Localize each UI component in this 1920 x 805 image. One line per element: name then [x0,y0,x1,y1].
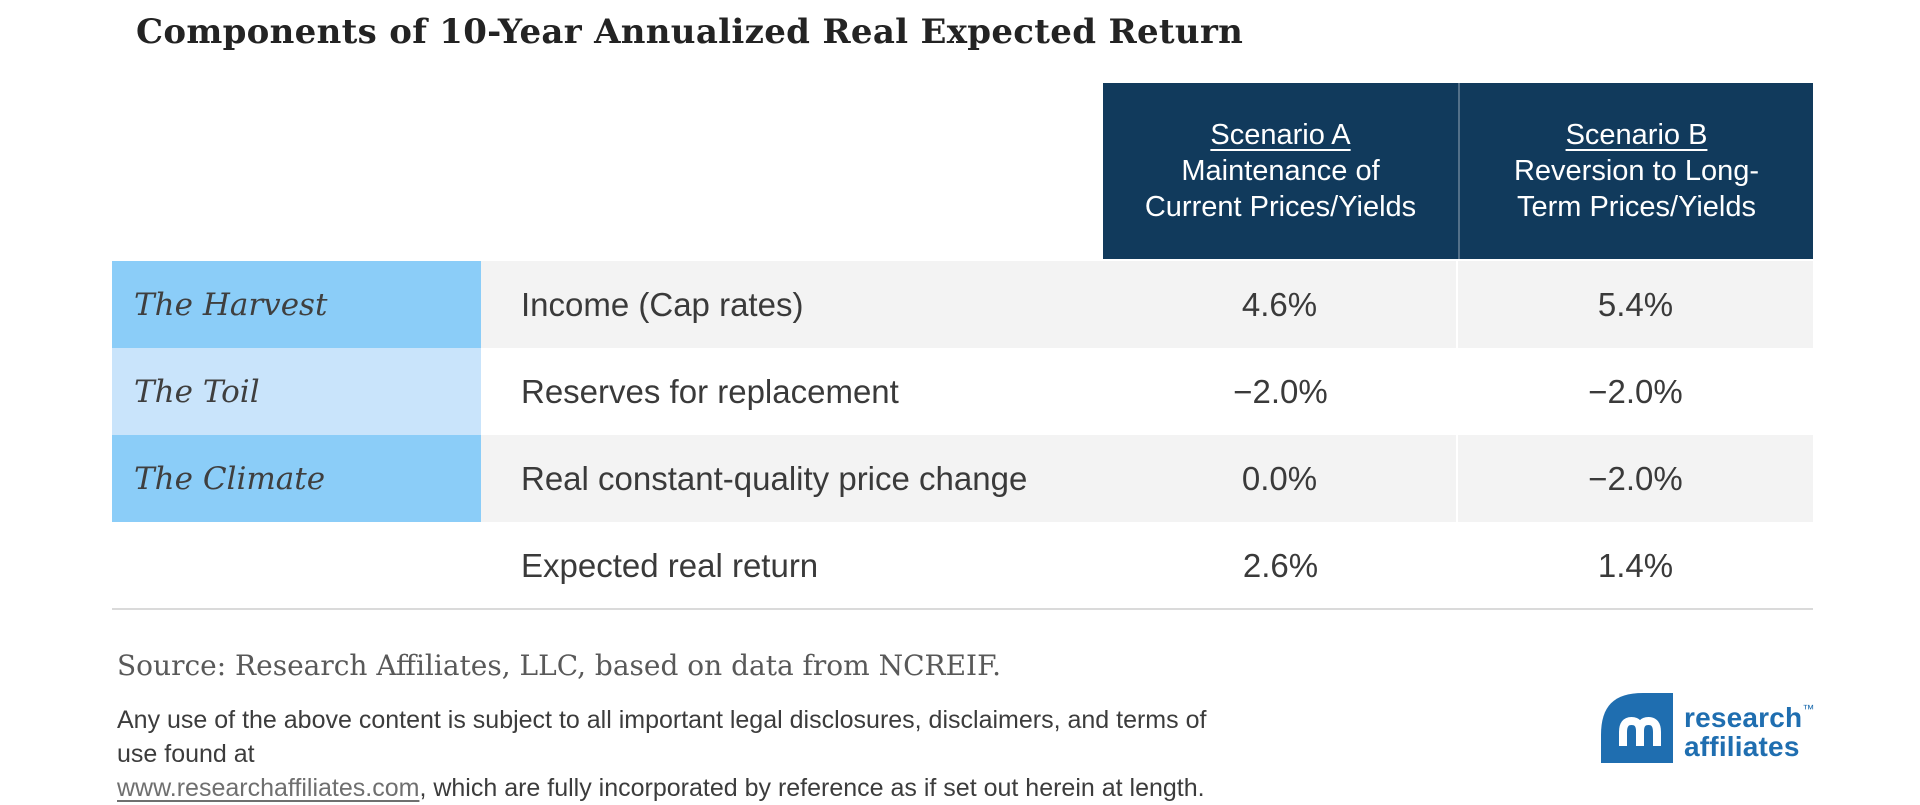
row-group-label-empty [112,522,481,609]
metric-label: Reserves for replacement [521,372,899,410]
table-body: The Harvest Income (Cap rates) 4.6% 5.4%… [112,261,1813,609]
page-title: Components of 10-Year Annualized Real Ex… [136,12,1244,52]
value-scenario-b: −2.0% [1588,372,1683,410]
legal-disclaimer: Any use of the above content is subject … [117,703,1217,805]
disclaimer-line1: Any use of the above content is subject … [117,706,1207,768]
researchaffiliates-link[interactable]: www.researchaffiliates.com [117,774,420,802]
value-scenario-a: 4.6% [1103,261,1458,348]
table-header: Scenario A Maintenance of Current Prices… [1103,83,1813,259]
row-group-label: The Toil [112,348,481,435]
table-row-toil: The Toil Reserves for replacement −2.0% … [112,348,1813,435]
ra-monogram-icon [1601,693,1673,763]
logo-word-line1: research [1684,702,1803,733]
trademark-symbol: ™ [1802,702,1815,716]
metric-label: Expected real return [521,546,819,584]
row-group-label: The Climate [112,435,481,522]
logo-wordmark: research™ affiliates [1684,695,1815,761]
table-row-harvest: The Harvest Income (Cap rates) 4.6% 5.4% [112,261,1813,348]
scenario-a-desc-line1: Maintenance of [1181,155,1380,187]
disclaimer-line2: , which are fully incorporated by refere… [419,774,1205,802]
metric-label: Income (Cap rates) [481,261,1103,348]
scenario-b-name: Scenario B [1565,119,1708,151]
value-scenario-a: −2.0% [1233,372,1328,410]
column-header-scenario-a: Scenario A Maintenance of Current Prices… [1103,83,1458,259]
value-scenario-a: 0.0% [1103,435,1458,522]
table-bottom-rule [112,608,1813,610]
row-group-label: The Harvest [112,261,481,348]
source-note: Source: Research Affiliates, LLC, based … [117,649,1002,682]
scenario-b-desc-line1: Reversion to Long- [1513,155,1760,187]
scenario-a-desc-line2: Current Prices/Yields [1144,191,1417,223]
logo-word-line2: affiliates [1684,731,1800,762]
column-header-scenario-b: Scenario B Reversion to Long- Term Price… [1458,83,1813,259]
scenario-a-name: Scenario A [1210,119,1351,151]
metric-label: Real constant-quality price change [481,435,1103,522]
value-scenario-b: 5.4% [1458,261,1813,348]
research-affiliates-logo: research™ affiliates [1601,693,1815,763]
value-scenario-b: −2.0% [1458,435,1813,522]
value-scenario-b: 1.4% [1597,546,1674,584]
table-row-climate: The Climate Real constant-quality price … [112,435,1813,522]
value-scenario-a: 2.6% [1242,546,1319,584]
table-row-expected-return: Expected real return 2.6% 1.4% [112,522,1813,609]
scenario-b-desc-line2: Term Prices/Yields [1516,191,1757,223]
